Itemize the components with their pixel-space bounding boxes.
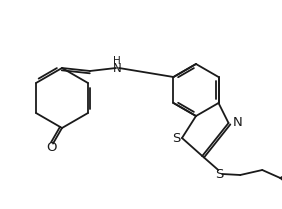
- Text: N: N: [113, 62, 121, 75]
- Text: O: O: [47, 141, 57, 154]
- Text: N: N: [233, 116, 243, 130]
- Text: S: S: [172, 133, 180, 145]
- Text: S: S: [215, 167, 223, 181]
- Text: H: H: [113, 56, 121, 66]
